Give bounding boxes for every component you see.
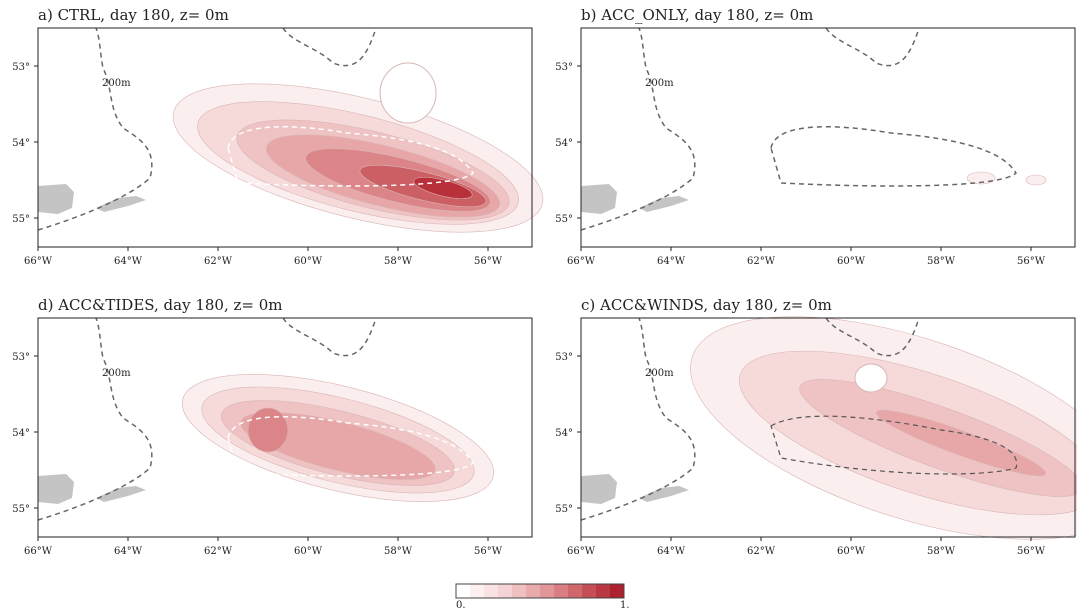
x-tick-label: 66°W [24,546,53,557]
isobath-200m [37,317,153,521]
y-tick-label: 53° [555,62,573,73]
land [581,474,617,504]
map-panel: 200m c) ACC&WINDS, day 180, z= 0m 66°W 64°W… [555,296,1077,557]
y-tick-label: 54° [12,138,30,149]
depth-label: 200m [102,78,131,89]
concentration-contour [240,412,436,480]
panel-frame [37,27,533,248]
white-hole [854,363,888,393]
white-hole [379,62,437,124]
panel-title: c) ACC&WINDS, day 180, z= 0m [581,296,832,314]
depth-label: 200m [645,78,674,89]
y-tick-label: 55° [12,504,30,515]
y-tick-label: 53° [12,352,30,363]
x-tick-label: 58°W [384,546,413,557]
colorbar-swatch [610,584,624,598]
x-tick-label: 56°W [474,256,503,267]
colorbar-swatch [470,584,484,598]
colorbar-swatch [582,584,596,598]
x-tick-label: 56°W [1017,546,1046,557]
colorbar-swatch [554,584,568,598]
concentration-contour [1025,174,1047,186]
isobath-200m [770,126,1017,187]
colorbar-frame [455,583,625,599]
panel-frame [580,27,1076,248]
concentration-contour [247,407,289,453]
concentration-contour [876,409,1046,477]
x-tick-label: 60°W [294,546,323,557]
x-tick-label: 56°W [474,546,503,557]
x-tick-label: 66°W [567,256,596,267]
colorbar-min-label: 0. [456,600,466,611]
x-tick-label: 56°W [1017,256,1046,267]
x-tick-label: 66°W [24,256,53,267]
panel-title: b) ACC_ONLY, day 180, z= 0m [581,6,813,24]
x-tick-label: 64°W [114,256,143,267]
x-tick-label: 58°W [384,256,413,267]
x-tick-label: 60°W [294,256,323,267]
x-tick-label: 62°W [204,546,233,557]
colorbar-swatch [498,584,512,598]
depth-label: 200m [102,368,131,379]
y-tick-label: 54° [555,138,573,149]
colorbar-swatch [456,584,470,598]
x-tick-label: 58°W [927,546,956,557]
y-tick-label: 53° [12,62,30,73]
x-tick-label: 64°W [657,256,686,267]
isobath-200m [580,27,696,231]
map-panel: 200m b) ACC_ONLY, day 180, z= 0m 66°W 64°W 6… [555,6,1076,267]
land [96,196,146,212]
colorbar-swatch [526,584,540,598]
land [96,486,146,502]
x-tick-label: 60°W [837,256,866,267]
isobath-200m [580,317,696,521]
isobath-200m [227,126,474,187]
colorbar-swatch [568,584,582,598]
colorbar-swatch [512,584,526,598]
colorbar-swatch [484,584,498,598]
panel-title: d) ACC&TIDES, day 180, z= 0m [38,296,283,314]
ocean [581,28,1075,247]
x-tick-label: 62°W [747,256,776,267]
y-tick-label: 55° [555,214,573,225]
land [581,184,617,214]
colorbar: 0. 1. [455,583,630,611]
land [639,196,689,212]
y-tick-label: 54° [555,428,573,439]
land [38,184,74,214]
land [639,486,689,502]
y-tick-label: 53° [555,352,573,363]
x-tick-label: 60°W [837,546,866,557]
map-panel: 200m a) CTRL, day 180, z= 0m 66°W 64°W 62°W 6… [12,6,544,267]
x-tick-label: 66°W [567,546,596,557]
colorbar-swatch [540,584,554,598]
x-tick-label: 58°W [927,256,956,267]
y-tick-label: 55° [555,504,573,515]
panel-frame [580,317,1076,538]
colorbar-max-label: 1. [620,600,630,611]
land [38,474,74,504]
panel-frame [37,317,533,538]
panel-title: a) CTRL, day 180, z= 0m [38,6,229,24]
x-tick-label: 64°W [657,546,686,557]
x-tick-label: 64°W [114,546,143,557]
depth-label: 200m [645,368,674,379]
map-panel: 200m d) ACC&TIDES, day 180, z= 0m 66°W 64°W… [12,296,533,557]
y-tick-label: 55° [12,214,30,225]
isobath-200m [770,415,1018,475]
y-tick-label: 54° [12,428,30,439]
isobath-200m [227,416,474,477]
x-tick-label: 62°W [747,546,776,557]
x-tick-label: 62°W [204,256,233,267]
colorbar-swatch [596,584,610,598]
isobath-200m [37,27,153,231]
